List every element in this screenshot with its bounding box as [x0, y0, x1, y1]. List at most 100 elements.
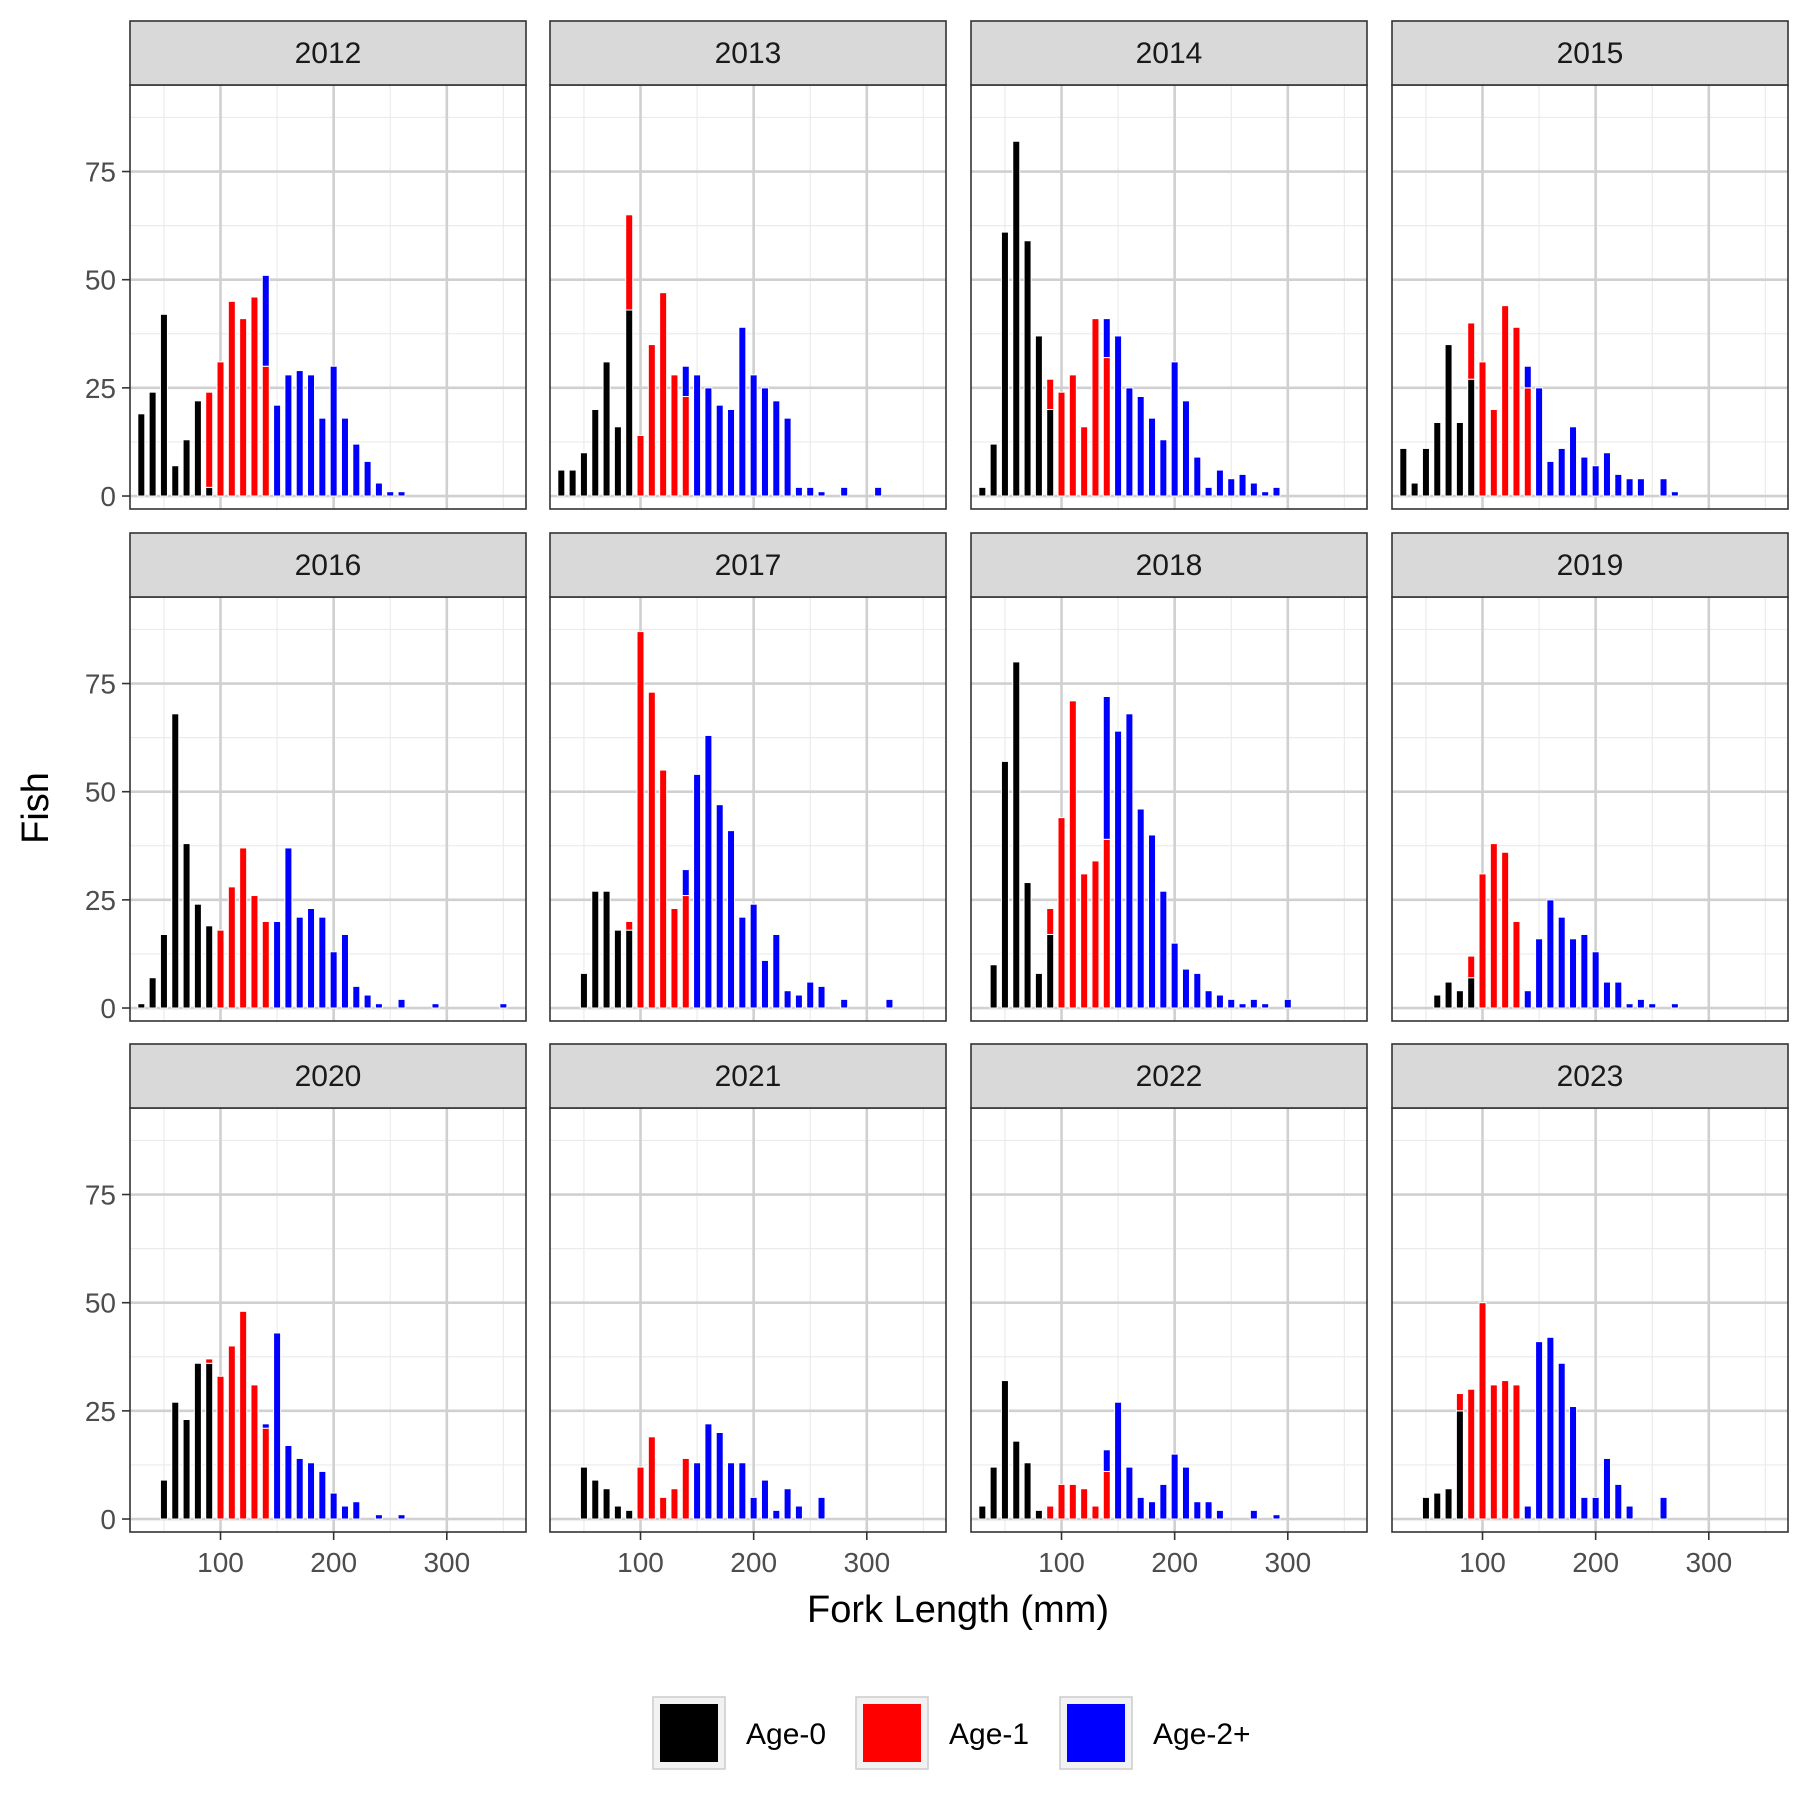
y-tick-label: 25	[85, 1396, 116, 1427]
x-tick-label: 200	[730, 1547, 777, 1578]
facet-strip	[970, 532, 1368, 598]
bar-age-1	[1068, 374, 1077, 497]
y-tick-label: 25	[85, 373, 116, 404]
facet-panels: 2012 0 25 50 75 2013 2014 2015 2016 0 25 50 75 2017 20…	[85, 20, 1789, 1578]
bar-age-2-	[1648, 1003, 1657, 1009]
bar-age-2-	[1159, 439, 1168, 497]
facet-panel-2017: 2017	[549, 532, 947, 1022]
bar-age-1	[261, 365, 270, 497]
bar-age-0	[1012, 1440, 1021, 1520]
bar-age-2-	[352, 985, 361, 1009]
y-tick-label: 0	[100, 993, 116, 1024]
bar-age-0	[602, 890, 611, 1009]
facet-strip	[970, 20, 1368, 86]
bar-age-1	[670, 1488, 679, 1520]
bar-age-0	[1000, 1380, 1009, 1520]
bar-age-2-	[772, 1509, 781, 1520]
bar-age-2-	[329, 951, 338, 1009]
bar-age-1	[625, 214, 634, 311]
bar-age-0	[205, 486, 214, 497]
bar-age-2-	[874, 486, 883, 497]
bar-age-2-	[1125, 387, 1134, 497]
facet-panel-2022: 2022 100 200 300	[970, 1043, 1368, 1578]
bar-age-1	[1057, 1483, 1066, 1520]
bar-age-2-	[1114, 730, 1123, 1009]
bar-age-2-	[1181, 400, 1190, 497]
facet-strip-label: 2020	[295, 1060, 362, 1093]
bar-age-2-	[1227, 478, 1236, 497]
facet-panel-2014: 2014	[970, 20, 1368, 510]
bar-age-2-	[1602, 452, 1611, 497]
x-tick-label: 200	[310, 1547, 357, 1578]
facet-strip	[549, 1043, 947, 1109]
bar-age-2-	[1569, 426, 1578, 497]
bar-age-2-	[1193, 456, 1202, 497]
bar-age-1	[659, 292, 668, 497]
bar-age-0	[182, 1419, 191, 1520]
bar-age-2-	[749, 1496, 758, 1520]
bar-age-0	[1012, 140, 1021, 497]
bar-age-2-	[760, 387, 769, 497]
bar-age-0	[137, 1003, 146, 1009]
bar-age-2-	[794, 994, 803, 1009]
panel-background	[1392, 1108, 1788, 1532]
facet-strip-label: 2016	[295, 549, 362, 582]
bar-age-2-	[1614, 473, 1623, 497]
bar-age-2-	[772, 400, 781, 497]
bar-age-2-	[397, 1514, 406, 1520]
bar-age-0	[1023, 882, 1032, 1009]
bar-age-2-	[295, 916, 304, 1009]
bar-age-2-	[715, 804, 724, 1009]
bar-age-1	[670, 908, 679, 1009]
bar-age-2-	[1261, 1003, 1270, 1009]
bar-age-2-	[1102, 318, 1111, 359]
bar-age-2-	[885, 998, 894, 1009]
legend-key-swatch	[863, 1704, 921, 1762]
bar-age-2-	[1125, 1466, 1134, 1520]
bar-age-2-	[1102, 1449, 1111, 1472]
bar-age-0	[1444, 344, 1453, 497]
bar-age-0	[591, 408, 600, 497]
bar-age-0	[1467, 378, 1476, 497]
bar-age-1	[1478, 873, 1487, 1009]
bar-age-0	[989, 443, 998, 497]
bar-age-2-	[307, 374, 316, 497]
bar-age-2-	[1114, 335, 1123, 497]
bar-age-1	[647, 344, 656, 497]
bar-age-0	[148, 391, 157, 497]
bar-age-2-	[1569, 1406, 1578, 1520]
bar-age-1	[216, 361, 225, 497]
bar-age-2-	[307, 908, 316, 1009]
bar-age-2-	[749, 903, 758, 1009]
bar-age-2-	[307, 1462, 316, 1520]
bar-age-2-	[1159, 890, 1168, 1009]
bar-age-0	[579, 972, 588, 1009]
bar-age-2-	[1636, 478, 1645, 497]
bar-age-0	[1433, 994, 1442, 1009]
facet-strip	[129, 532, 527, 598]
bar-age-0	[579, 1466, 588, 1520]
facet-panel-2015: 2015	[1391, 20, 1789, 510]
bar-age-0	[1455, 421, 1464, 497]
bar-age-2-	[806, 981, 815, 1009]
bar-age-2-	[1614, 981, 1623, 1009]
bar-age-2-	[840, 998, 849, 1009]
bar-age-0	[159, 933, 168, 1009]
bar-age-2-	[817, 1496, 826, 1520]
bar-age-2-	[727, 1462, 736, 1520]
bar-age-2-	[1546, 1336, 1555, 1520]
bar-age-2-	[1659, 478, 1668, 497]
bar-age-0	[1046, 408, 1055, 497]
bar-age-1	[250, 895, 259, 1009]
y-tick-label: 50	[85, 1288, 116, 1319]
bar-age-1	[239, 318, 248, 497]
bar-age-1	[1091, 1505, 1100, 1520]
bar-age-0	[579, 452, 588, 497]
bar-age-2-	[738, 326, 747, 497]
bar-age-0	[613, 1505, 622, 1520]
bar-age-1	[1091, 318, 1100, 497]
bar-age-2-	[295, 370, 304, 497]
x-tick-label: 300	[1685, 1547, 1732, 1578]
bar-age-2-	[340, 933, 349, 1009]
facet-strip-label: 2018	[1136, 549, 1203, 582]
